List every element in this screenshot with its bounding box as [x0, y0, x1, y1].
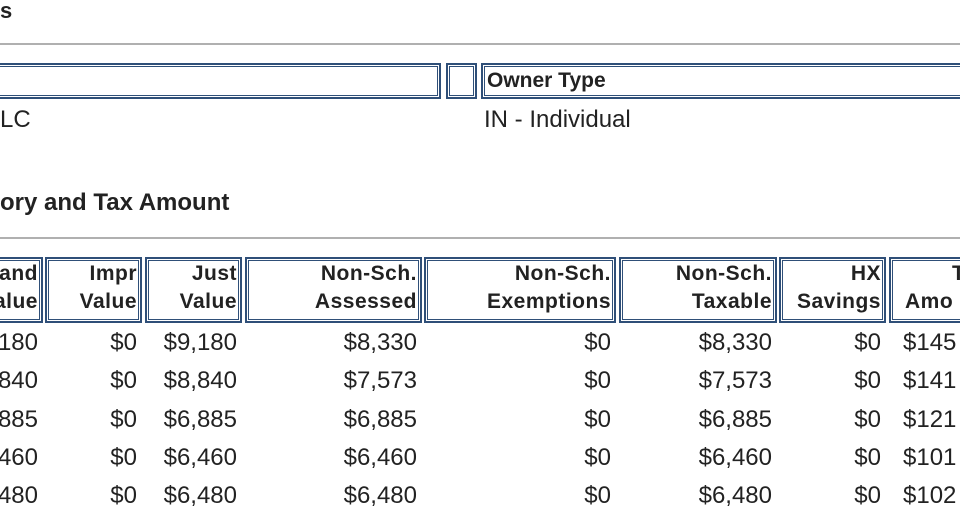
header-label: Impr — [89, 262, 137, 285]
cell: 480 — [0, 482, 38, 510]
cell: 885 — [0, 405, 38, 433]
cell: $0 — [854, 482, 881, 510]
cell: $8,330 — [343, 329, 417, 356]
cell: $8,840 — [163, 367, 237, 395]
header-label: Just — [191, 262, 237, 285]
cell: $0 — [584, 405, 611, 433]
header-label: Exemptions — [486, 290, 611, 313]
header-label: Owner Type — [487, 69, 606, 92]
cell: $0 — [854, 443, 881, 471]
cell: $0 — [110, 482, 137, 510]
header-label: Savings — [796, 290, 881, 313]
divider — [0, 43, 960, 45]
cell: $0 — [110, 367, 137, 395]
header-label: Non-Sch. — [320, 262, 417, 285]
header-cell — [245, 257, 422, 323]
cell: $0 — [584, 482, 611, 510]
header-label: and — [0, 262, 38, 285]
cell: $7,573 — [698, 367, 772, 395]
header-label: alue — [0, 290, 38, 313]
cell: $145 — [903, 329, 957, 356]
header-label: HX — [850, 262, 881, 285]
cell: $6,885 — [343, 405, 417, 433]
section-heading: s — [0, 0, 13, 23]
cell: $102 — [903, 482, 957, 510]
header-cell — [0, 257, 43, 323]
cell: $0 — [110, 405, 137, 433]
cell: $101 — [903, 443, 957, 471]
cell: $8,330 — [698, 329, 772, 356]
header-label: Non-Sch. — [675, 262, 772, 285]
section-heading: ory and Tax Amount — [0, 189, 230, 216]
header-label: Value — [179, 290, 237, 313]
cell: $0 — [584, 329, 611, 356]
header-cell — [424, 257, 616, 323]
cell: 840 — [0, 367, 38, 395]
header-cell — [619, 257, 777, 323]
divider — [0, 237, 960, 239]
cell: $0 — [110, 443, 137, 471]
cell: IN - Individual — [484, 106, 631, 133]
cell: $6,480 — [343, 482, 417, 510]
cell: 460 — [0, 443, 38, 471]
cell: $6,885 — [163, 405, 237, 433]
cell: 180 — [0, 329, 38, 356]
header-label: Amo — [905, 290, 954, 313]
cell: LC — [0, 106, 31, 133]
cell: $6,460 — [343, 443, 417, 471]
cell: $6,460 — [163, 443, 237, 471]
header-cell — [481, 63, 960, 99]
cell: $6,460 — [698, 443, 772, 471]
cell: $141 — [903, 367, 957, 395]
cell: $0 — [854, 329, 881, 356]
cell: $7,573 — [343, 367, 417, 395]
header-cell — [889, 257, 960, 323]
header-label: Value — [79, 290, 137, 313]
cell: $9,180 — [163, 329, 237, 356]
cell: $6,885 — [698, 405, 772, 433]
header-label: Taxable — [691, 290, 772, 313]
header-label: T — [952, 262, 960, 285]
cell: $0 — [584, 443, 611, 471]
header-label: Assessed — [314, 290, 417, 313]
header-cell — [45, 257, 142, 323]
cell: $0 — [854, 405, 881, 433]
cell: $121 — [903, 405, 957, 433]
cell: $6,480 — [698, 482, 772, 510]
cell: $0 — [110, 329, 137, 356]
header-cell — [145, 257, 242, 323]
cell: $6,480 — [163, 482, 237, 510]
header-cell — [446, 63, 477, 99]
cell: $0 — [854, 367, 881, 395]
header-cell — [0, 63, 441, 99]
cell: $0 — [584, 367, 611, 395]
header-label: Non-Sch. — [514, 262, 611, 285]
header-cell — [779, 257, 886, 323]
